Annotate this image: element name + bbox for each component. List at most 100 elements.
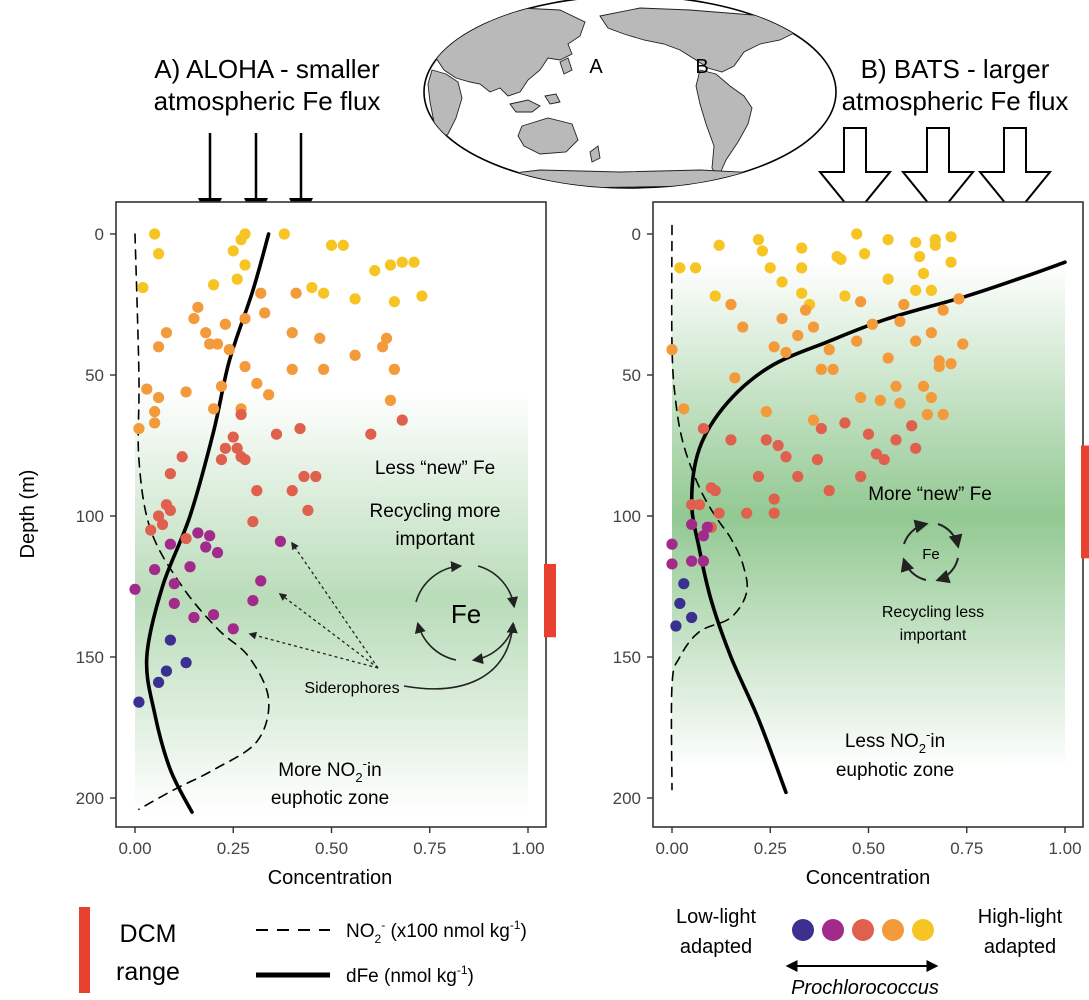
panel-b-prochlorococcus-point — [686, 555, 698, 567]
panel-b-prochlorococcus-point — [752, 470, 765, 483]
panel-b-dcm-bar — [1081, 445, 1089, 559]
panel-b-prochlorococcus-point — [925, 327, 937, 339]
legend-light-color-dot — [822, 919, 844, 941]
panel-a-prochlorococcus-point — [215, 454, 228, 466]
panel-b-prochlorococcus-point — [855, 296, 867, 308]
siderophore-to-cycle-arrow — [403, 621, 518, 690]
fe-flux-arrows-b — [817, 127, 1053, 217]
panel-b-prochlorococcus-point — [776, 276, 788, 288]
cycle-arrow-a1 — [415, 561, 463, 603]
panel-b-prochlorococcus-point — [768, 507, 780, 519]
panel-a-prochlorococcus-point — [168, 578, 180, 590]
panel-a-prochlorococcus-point — [286, 363, 298, 375]
panel-a-prochlorococcus-point — [149, 406, 161, 418]
panel-a-prochlorococcus-point — [188, 313, 200, 325]
panel-a-prochlorococcus-point — [164, 504, 176, 516]
panel-a-prochlorococcus-point — [278, 228, 290, 240]
panel-b-prochlorococcus-point — [839, 417, 851, 429]
panel-a-prochlorococcus-point — [231, 273, 243, 285]
panel-a-no2-line — [134, 233, 270, 811]
siderophores-label: Siderophores — [304, 680, 399, 697]
legend-no2-label: NO2- (x100 nmol kg-1) — [346, 918, 527, 946]
panel-a-prochlorococcus-point — [255, 575, 267, 587]
panel-b-prochlorococcus-point — [768, 493, 780, 505]
panel-b-prochlorococcus-point — [921, 408, 934, 421]
panel-a-prochlorococcus-point — [388, 363, 400, 375]
panel-b-prochlorococcus-point — [855, 391, 867, 404]
panel-b-no2-line — [670, 224, 749, 791]
panel-a-prochlorococcus-point — [388, 296, 400, 308]
panel-b-prochlorococcus-point — [713, 507, 725, 519]
cycle-arrow-a4 — [414, 621, 457, 661]
panel-a-prochlorococcus-point — [263, 389, 275, 401]
legend-dcm-line1: DCM — [120, 920, 177, 948]
panel-a-prochlorococcus-point — [318, 363, 330, 375]
panel-a-prochlorococcus-point — [376, 341, 389, 353]
panel-b-prochlorococcus-point — [910, 236, 922, 249]
panel-b-prochlorococcus-point — [709, 485, 721, 497]
panel-a-prochlorococcus-point — [164, 468, 176, 480]
panel-a-prochlorococcus-point — [208, 403, 220, 415]
panel-b-prochlorococcus-point — [933, 360, 945, 373]
panel-a-prochlorococcus-point — [255, 287, 267, 299]
panel-a-prochlorococcus-point — [180, 532, 192, 545]
panel-b-prochlorococcus-point — [937, 408, 949, 421]
panel-a-prochlorococcus-point — [188, 611, 200, 624]
panel-a-prochlorococcus-point — [247, 516, 259, 528]
panel-b-prochlorococcus-point — [894, 315, 906, 328]
panel-b-prochlorococcus-point — [957, 338, 969, 350]
panel-b-prochlorococcus-point — [953, 293, 965, 305]
panel-a-prochlorococcus-point — [380, 332, 393, 344]
panel-b-prochlorococcus-point — [764, 262, 776, 274]
cycle-arrow-b3 — [935, 557, 959, 584]
panel-b-x-tick-label: 1.00 — [1048, 839, 1081, 858]
panel-b-annotations: More “new” Fe Fe Recycling less importan… — [836, 484, 992, 781]
panel-a-prochlorococcus-point — [365, 428, 377, 440]
southeast-asia-islands — [509, 99, 541, 113]
siderophore-arrow-1 — [291, 541, 379, 669]
panel-a-prochlorococcus-point — [239, 454, 251, 466]
panel-a-prochlorococcus-point — [149, 563, 161, 576]
panel-b-prochlorococcus-point — [937, 304, 949, 316]
panel-a-prochlorococcus-point — [274, 535, 287, 547]
panel-b-prochlorococcus-point — [666, 538, 678, 550]
panel-a-prochlorococcus-point — [416, 290, 428, 302]
panel-a-recycling-note-line2: important — [395, 529, 475, 550]
panel-b-prochlorococcus-point — [855, 470, 867, 483]
legend-high-light-line1: High-light — [978, 906, 1063, 928]
panel-a-prochlorococcus-point — [192, 301, 204, 313]
panel-a-prochlorococcus-point — [200, 541, 212, 553]
panel-a-prochlorococcus-point — [286, 327, 298, 339]
panel-a-prochlorococcus-point — [306, 281, 318, 294]
panel-a-prochlorococcus-point — [384, 394, 397, 406]
panel-a-prochlorococcus-point — [208, 609, 220, 621]
panel-b-recycling-note-line1: Recycling less — [882, 604, 984, 621]
panel-a-prochlorococcus-point — [168, 597, 180, 610]
siderophore-arrows — [248, 541, 379, 669]
panel-b-prochlorococcus-point — [725, 434, 737, 446]
panel-a-prochlorococcus-point — [259, 307, 271, 319]
panel-a-prochlorococcus-point — [231, 442, 243, 454]
panel-a-prochlorococcus-point — [235, 408, 247, 421]
panel-b-chart: 0.00 0.25 0.50 0.75 1.00 0 50 100 150 200 — [613, 201, 1089, 858]
panel-b-title-line1: B) BATS - larger — [861, 54, 1050, 84]
antarctica-landmass — [439, 169, 821, 188]
panel-b-prochlorococcus-point — [882, 352, 894, 364]
panel-a-prochlorococcus-point — [286, 485, 298, 497]
panel-b-prochlorococcus-point — [878, 454, 890, 466]
panel-a-y-tick-label: 50 — [85, 366, 104, 385]
panel-b-y-tick-label: 50 — [622, 366, 641, 385]
panel-a-prochlorococcus-point — [310, 470, 322, 483]
legend-dcm-line2: range — [116, 958, 180, 986]
legend-light-color-dot — [882, 919, 904, 941]
panel-b-prochlorococcus-point — [917, 380, 930, 392]
panel-b-prochlorococcus-point — [678, 578, 690, 590]
panel-b-y-tick-label: 100 — [613, 507, 641, 526]
panel-a-prochlorococcus-point — [219, 318, 231, 330]
legend-light-color-dot — [912, 919, 934, 941]
flux-arrow-b2 — [900, 127, 976, 217]
panel-a-prochlorococcus-point — [141, 383, 153, 395]
panel-b-no2-note-line1: Less NO2-in — [845, 727, 945, 756]
panel-b-title-line2: atmospheric Fe flux — [842, 86, 1069, 116]
